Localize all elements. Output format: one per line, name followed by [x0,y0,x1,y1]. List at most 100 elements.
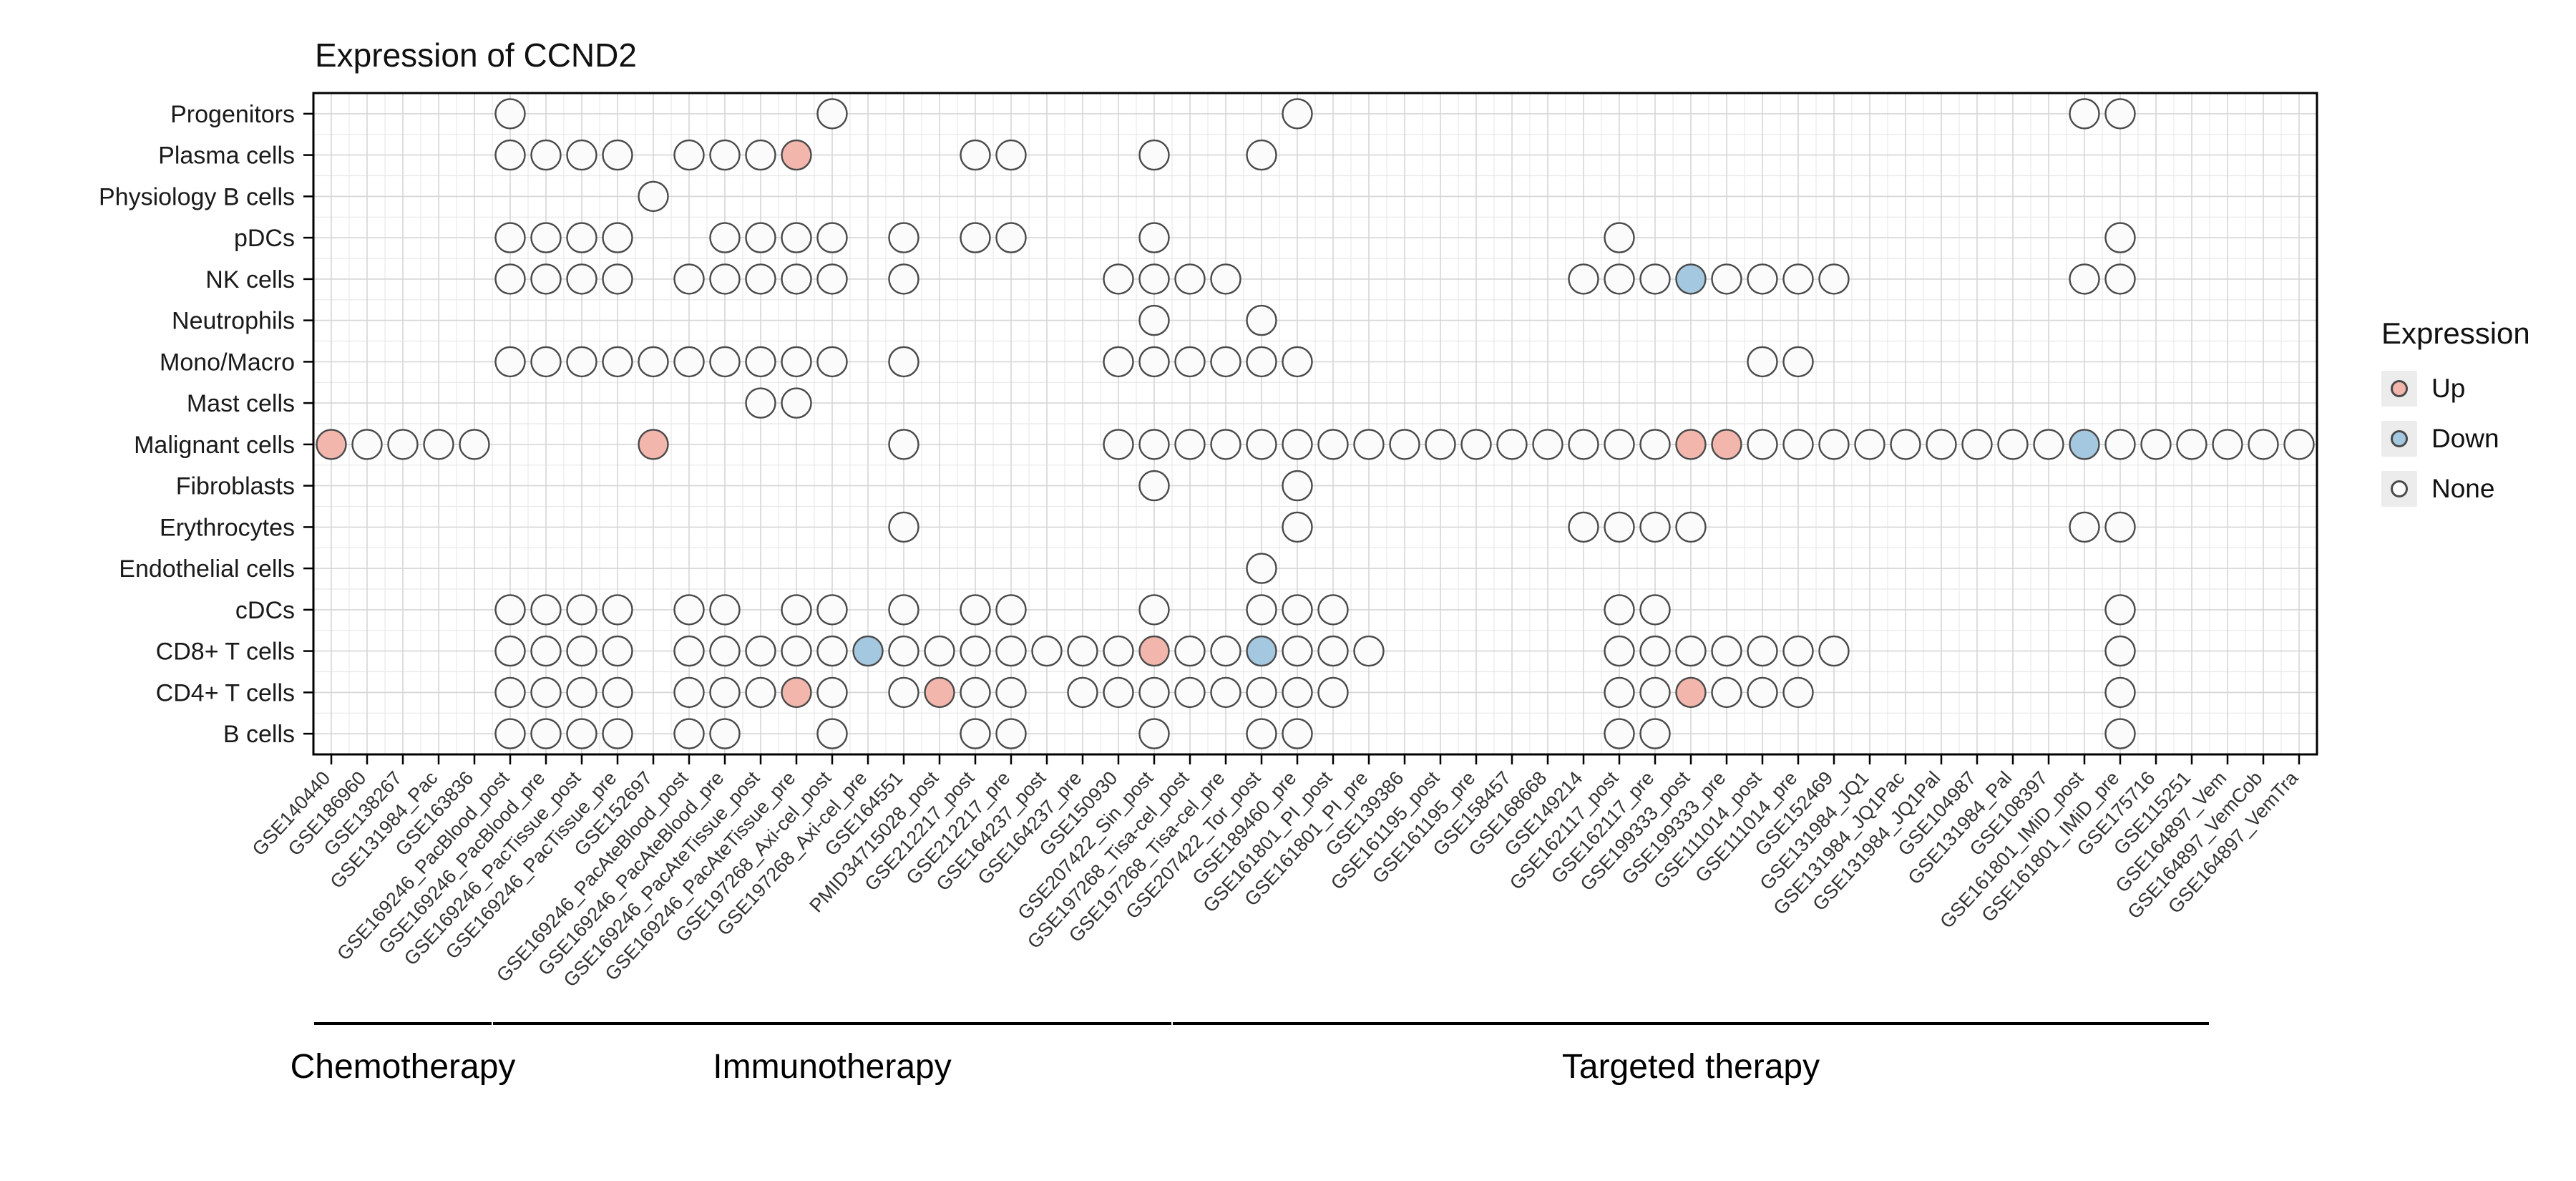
expression-dot [494,139,526,171]
expression-dot [1246,635,1277,667]
expression-dot [2069,511,2100,543]
expression-dot [709,635,741,667]
expression-dot [1174,346,1206,378]
row-label: Malignant cells [134,432,295,459]
expression-dot [1675,635,1707,667]
expression-dot [1818,635,1850,667]
expression-dot [566,222,597,253]
expression-dot [960,139,991,171]
legend-item-none: None [2381,471,2530,507]
expression-dot [638,429,669,460]
expression-dot [709,263,741,295]
expression-dot [1782,635,1814,667]
expression-dot [960,594,991,626]
expression-dot [602,718,633,749]
expression-dot [1604,222,1635,253]
row-label: CD8+ T cells [156,638,295,666]
row-label: Mast cells [187,390,295,417]
expression-dot [673,346,705,378]
expression-dot [2104,676,2136,709]
expression-dot [1854,429,1885,460]
expression-dot [888,222,919,253]
expression-dot [1604,635,1635,667]
expression-dot [709,346,741,378]
expression-dot [2248,429,2279,460]
expression-dot [2104,635,2136,667]
expression-dot [673,263,705,295]
expression-dot [1782,676,1814,709]
expression-dot [351,429,383,460]
legend-down-dot-icon [2381,421,2417,457]
expression-dot [1711,676,1742,709]
expression-dot [494,718,526,749]
legend-label: None [2431,474,2495,503]
expression-dot [709,139,741,171]
expression-dot [1210,635,1241,667]
expression-dot [781,222,812,253]
expression-dot [2104,718,2136,749]
expression-dot [1138,346,1170,378]
expression-dot [995,635,1027,667]
expression-dot [1138,635,1170,667]
expression-dot [1174,676,1206,709]
expression-dot [709,676,741,709]
expression-dot [602,676,633,709]
expression-dot [1747,263,1778,295]
expression-dot [1317,676,1349,709]
expression-dot [2283,429,2315,460]
expression-dot [602,635,633,667]
expression-dot [781,594,812,626]
expression-dot [816,98,848,130]
expression-dot [1997,429,2029,460]
row-label: Neutrophils [172,308,295,335]
expression-dot [1818,263,1850,295]
expression-dot [1138,263,1170,295]
expression-dot [387,429,419,460]
expression-dot [816,222,848,253]
expression-dot [566,676,597,709]
expression-dot [1675,511,1707,543]
expression-dot [2069,98,2100,130]
expression-dot [1138,470,1170,502]
expression-dot [781,346,812,378]
expression-dot [2104,222,2136,253]
expression-dot [2104,429,2136,460]
legend-item-down: Down [2381,421,2530,457]
expression-dot [816,676,848,709]
expression-dot [1138,139,1170,171]
expression-dot [1282,635,1313,667]
expression-dot [1103,635,1134,667]
expression-dot [530,676,562,709]
expression-dot [494,346,526,378]
expression-dot [960,222,991,253]
expression-dot [816,263,848,295]
expression-dot [1317,429,1349,460]
expression-dot [709,594,741,626]
expression-dot [1246,429,1277,460]
expression-dot [494,98,526,130]
expression-dot [1675,429,1707,460]
row-label: cDCs [235,597,295,624]
expression-dot [888,429,919,460]
expression-dot [1103,346,1134,378]
expression-dot [1246,676,1277,709]
expression-dot [852,635,884,667]
expression-dot [709,718,741,749]
expression-dot [530,263,562,295]
expression-dot [1282,511,1313,543]
therapy-group-label: Immunotherapy [713,1048,952,1086]
expression-dot [1389,429,1420,460]
expression-dot [1138,676,1170,709]
expression-dot [530,635,562,667]
expression-dot [2104,594,2136,626]
expression-dot [530,139,562,171]
expression-dot [1210,429,1241,460]
expression-dot [602,139,633,171]
expression-dot [638,346,669,378]
expression-dot [1782,429,1814,460]
expression-dot [1282,429,1313,460]
expression-dot [745,635,776,667]
expression-dot [638,180,669,213]
expression-dot [1103,429,1134,460]
